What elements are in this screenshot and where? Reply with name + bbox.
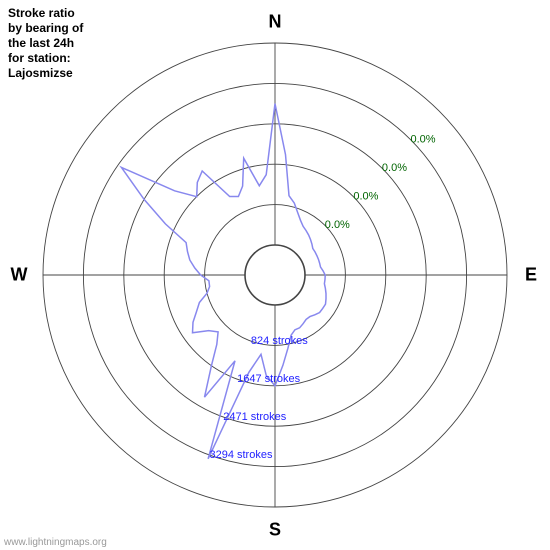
- attribution-text: www.lightningmaps.org: [4, 537, 107, 548]
- percent-label: 0.0%: [382, 162, 407, 174]
- cardinal-s: S: [269, 520, 281, 541]
- cardinal-w: W: [11, 265, 28, 286]
- stroke-count-label: 3294 strokes: [209, 449, 272, 461]
- stroke-count-label: 1647 strokes: [237, 373, 300, 385]
- percent-label: 0.0%: [353, 191, 378, 203]
- polar-chart: 0.0% 0.0% 0.0% 0.0% 824 strokes 1647 strokes 2…: [0, 0, 550, 550]
- cardinal-n: N: [269, 12, 282, 33]
- cardinal-e: E: [525, 265, 537, 286]
- stroke-count-label: 824 strokes: [251, 335, 308, 347]
- stroke-count-label: 2471 strokes: [223, 411, 286, 423]
- percent-label: 0.0%: [410, 133, 435, 145]
- chart-title: Stroke ratio by bearing of the last 24h …: [8, 6, 83, 81]
- percent-label: 0.0%: [325, 219, 350, 231]
